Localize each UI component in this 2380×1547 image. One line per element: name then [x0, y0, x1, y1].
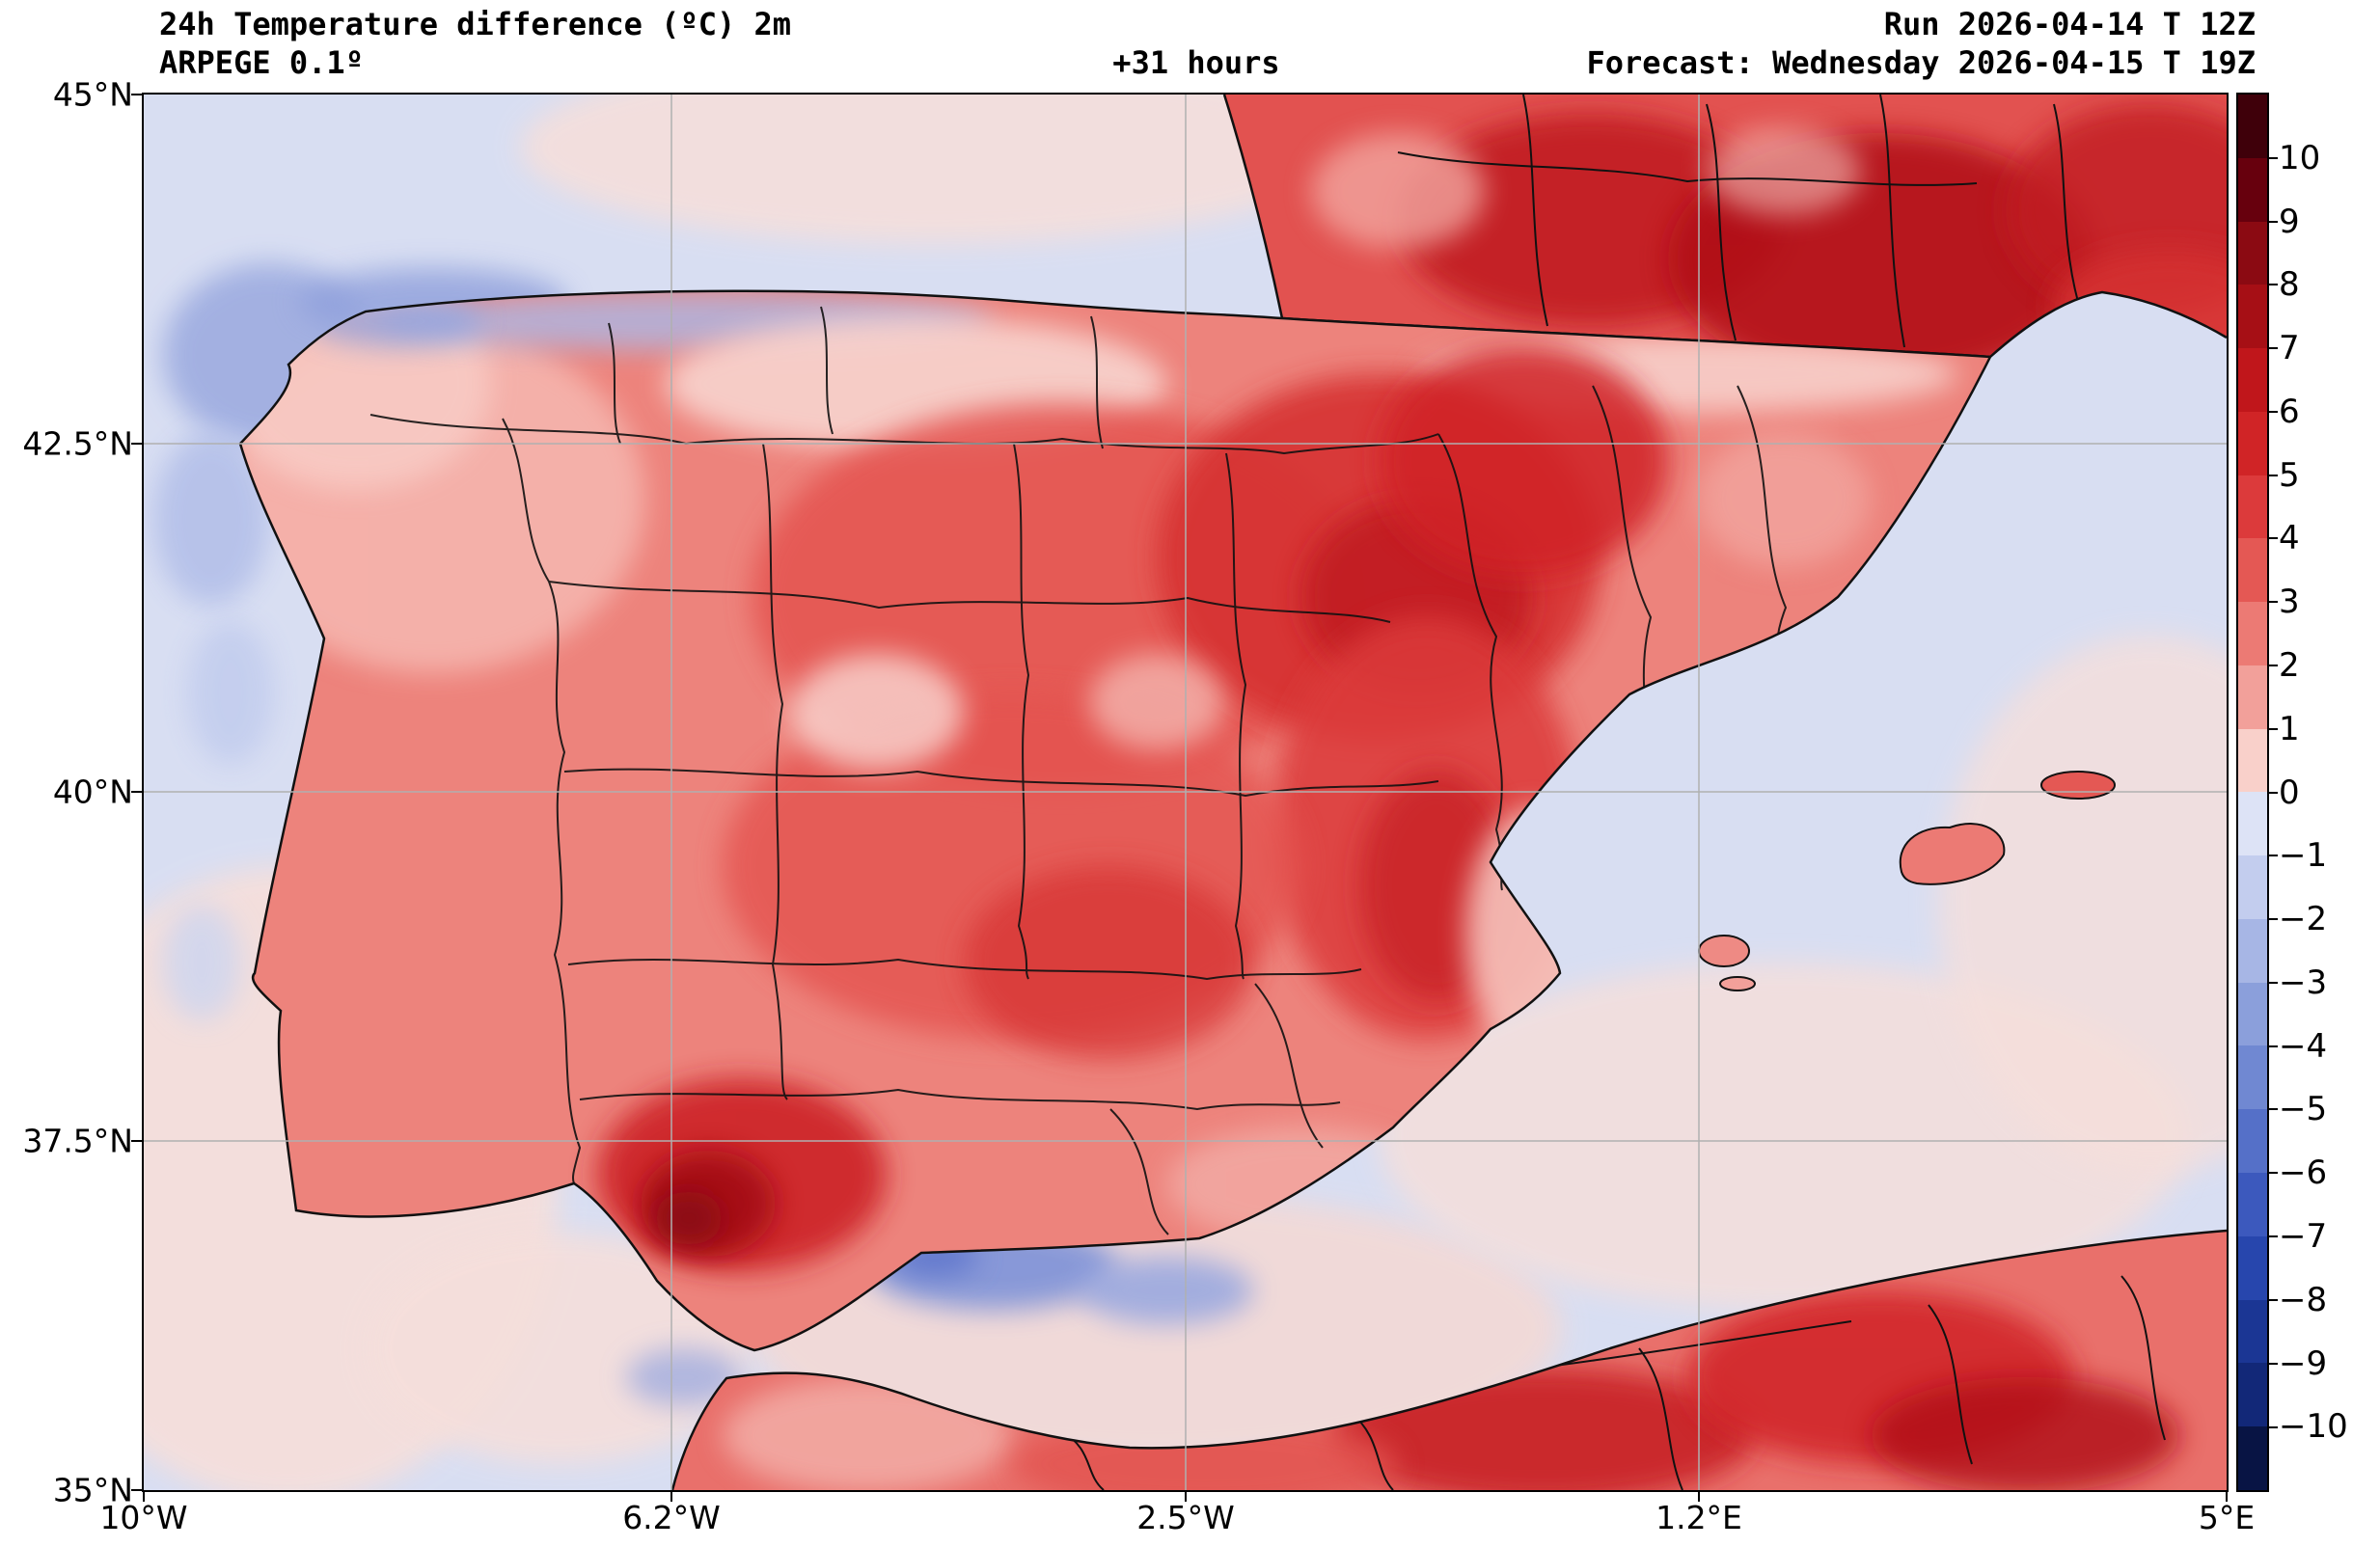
iberia-landmass [238, 289, 1992, 1352]
colorbar-band [2238, 855, 2267, 919]
colorbar-tick-label: 6 [2279, 393, 2300, 431]
colorbar-tick-label: 0 [2279, 774, 2300, 812]
y-axis-label: 37.5°N [22, 1122, 133, 1160]
colorbar-tick-label: −1 [2279, 836, 2328, 875]
colorbar-band [2238, 1109, 2267, 1174]
colorbar-tick [2269, 792, 2278, 794]
y-axis-tick [131, 94, 142, 95]
colorbar-tick [2269, 221, 2278, 223]
colorbar-tick [2269, 982, 2278, 984]
x-axis-label: 6.2°W [622, 1499, 721, 1536]
x-axis-tick [2226, 1492, 2228, 1502]
island-mallorca [1899, 823, 2006, 885]
colorbar-tick-label: −2 [2279, 900, 2328, 938]
colorbar-tick [2269, 157, 2278, 159]
y-axis-tick [131, 443, 142, 445]
colorbar-band [2238, 1173, 2267, 1236]
colorbar-tick [2269, 1235, 2278, 1237]
y-axis-tick [131, 791, 142, 793]
colorbar-tick [2269, 411, 2278, 413]
island-formentera [1719, 976, 1756, 991]
colorbar-tick-label: 10 [2279, 139, 2321, 177]
lead-time-label: +31 hours [1112, 44, 1280, 81]
africa-landmass [670, 1229, 2227, 1490]
colorbar-tick-label: 8 [2279, 265, 2300, 304]
model-label: ARPEGE 0.1º [159, 44, 364, 81]
y-axis-label: 35°N [52, 1471, 133, 1509]
colorbar-tick-label: −5 [2279, 1090, 2328, 1128]
colorbar-tick-label: −6 [2279, 1153, 2328, 1192]
colorbar-tick [2269, 1363, 2278, 1365]
colorbar-band [2238, 602, 2267, 665]
colorbar-tick [2269, 1108, 2278, 1110]
colorbar-band [2238, 982, 2267, 1046]
colorbar [2236, 93, 2269, 1492]
colorbar-tick-label: −4 [2279, 1027, 2328, 1066]
colorbar-tick-label: 7 [2279, 329, 2300, 367]
colorbar-band [2238, 348, 2267, 412]
colorbar-band [2238, 1299, 2267, 1364]
colorbar-band [2238, 728, 2267, 793]
x-axis-label: 5°E [2198, 1499, 2256, 1536]
colorbar-band [2238, 1426, 2267, 1490]
colorbar-tick [2269, 1172, 2278, 1174]
colorbar-tick-label: 1 [2279, 710, 2300, 748]
colorbar-tick [2269, 1426, 2278, 1428]
colorbar-band [2238, 157, 2267, 222]
colorbar-tick-label: 2 [2279, 646, 2300, 685]
colorbar-tick [2269, 665, 2278, 666]
y-axis-tick [131, 1140, 142, 1142]
colorbar-band [2238, 95, 2267, 158]
colorbar-band [2238, 1045, 2267, 1110]
colorbar-tick-label: 3 [2279, 583, 2300, 621]
colorbar-tick-label: 5 [2279, 456, 2300, 495]
colorbar-tick-label: 4 [2279, 519, 2300, 557]
x-axis-tick [670, 1492, 672, 1502]
y-axis-tick [131, 1489, 142, 1491]
x-axis-label: 10°W [99, 1499, 188, 1536]
x-axis-tick [1185, 1492, 1187, 1502]
map-title: 24h Temperature difference (ºC) 2m [159, 6, 792, 42]
colorbar-tick-label: −8 [2279, 1281, 2328, 1319]
colorbar-tick [2269, 537, 2278, 539]
colorbar-tick-label: −3 [2279, 963, 2328, 1002]
colorbar-tick-label: 9 [2279, 203, 2300, 241]
colorbar-band [2238, 665, 2267, 729]
forecast-label: Forecast: Wednesday 2026-04-15 T 19Z [1586, 44, 2256, 81]
y-axis-label: 45°N [52, 75, 133, 114]
colorbar-tick [2269, 1045, 2278, 1047]
colorbar-tick [2269, 728, 2278, 730]
colorbar-tick [2269, 284, 2278, 285]
island-menorca [2040, 771, 2116, 800]
colorbar-band [2238, 221, 2267, 285]
colorbar-tick-label: −7 [2279, 1217, 2328, 1256]
colorbar-band [2238, 285, 2267, 349]
colorbar-tick [2269, 918, 2278, 920]
colorbar-band [2238, 475, 2267, 539]
colorbar-band [2238, 538, 2267, 603]
graticule-grid [144, 95, 2227, 1490]
y-axis-label: 40°N [52, 773, 133, 811]
colorbar-band [2238, 1235, 2267, 1300]
colorbar-band [2238, 792, 2267, 856]
x-axis-tick [1698, 1492, 1700, 1502]
colorbar-band [2238, 1363, 2267, 1427]
map-canvas [144, 95, 2227, 1490]
x-axis-label: 1.2°E [1655, 1499, 1742, 1536]
map-plot [142, 93, 2229, 1492]
island-ibiza [1698, 935, 1750, 967]
colorbar-band [2238, 411, 2267, 475]
colorbar-band [2238, 918, 2267, 983]
x-axis-tick [143, 1492, 145, 1502]
run-label: Run 2026-04-14 T 12Z [1883, 6, 2256, 42]
colorbar-tick [2269, 347, 2278, 349]
x-axis-label: 2.5°W [1136, 1499, 1235, 1536]
colorbar-tick [2269, 601, 2278, 603]
colorbar-tick-label: −9 [2279, 1344, 2328, 1383]
colorbar-tick-label: −10 [2279, 1407, 2348, 1446]
colorbar-tick [2269, 1299, 2278, 1301]
colorbar-tick [2269, 475, 2278, 476]
colorbar-tick [2269, 855, 2278, 856]
y-axis-label: 42.5°N [22, 424, 133, 463]
